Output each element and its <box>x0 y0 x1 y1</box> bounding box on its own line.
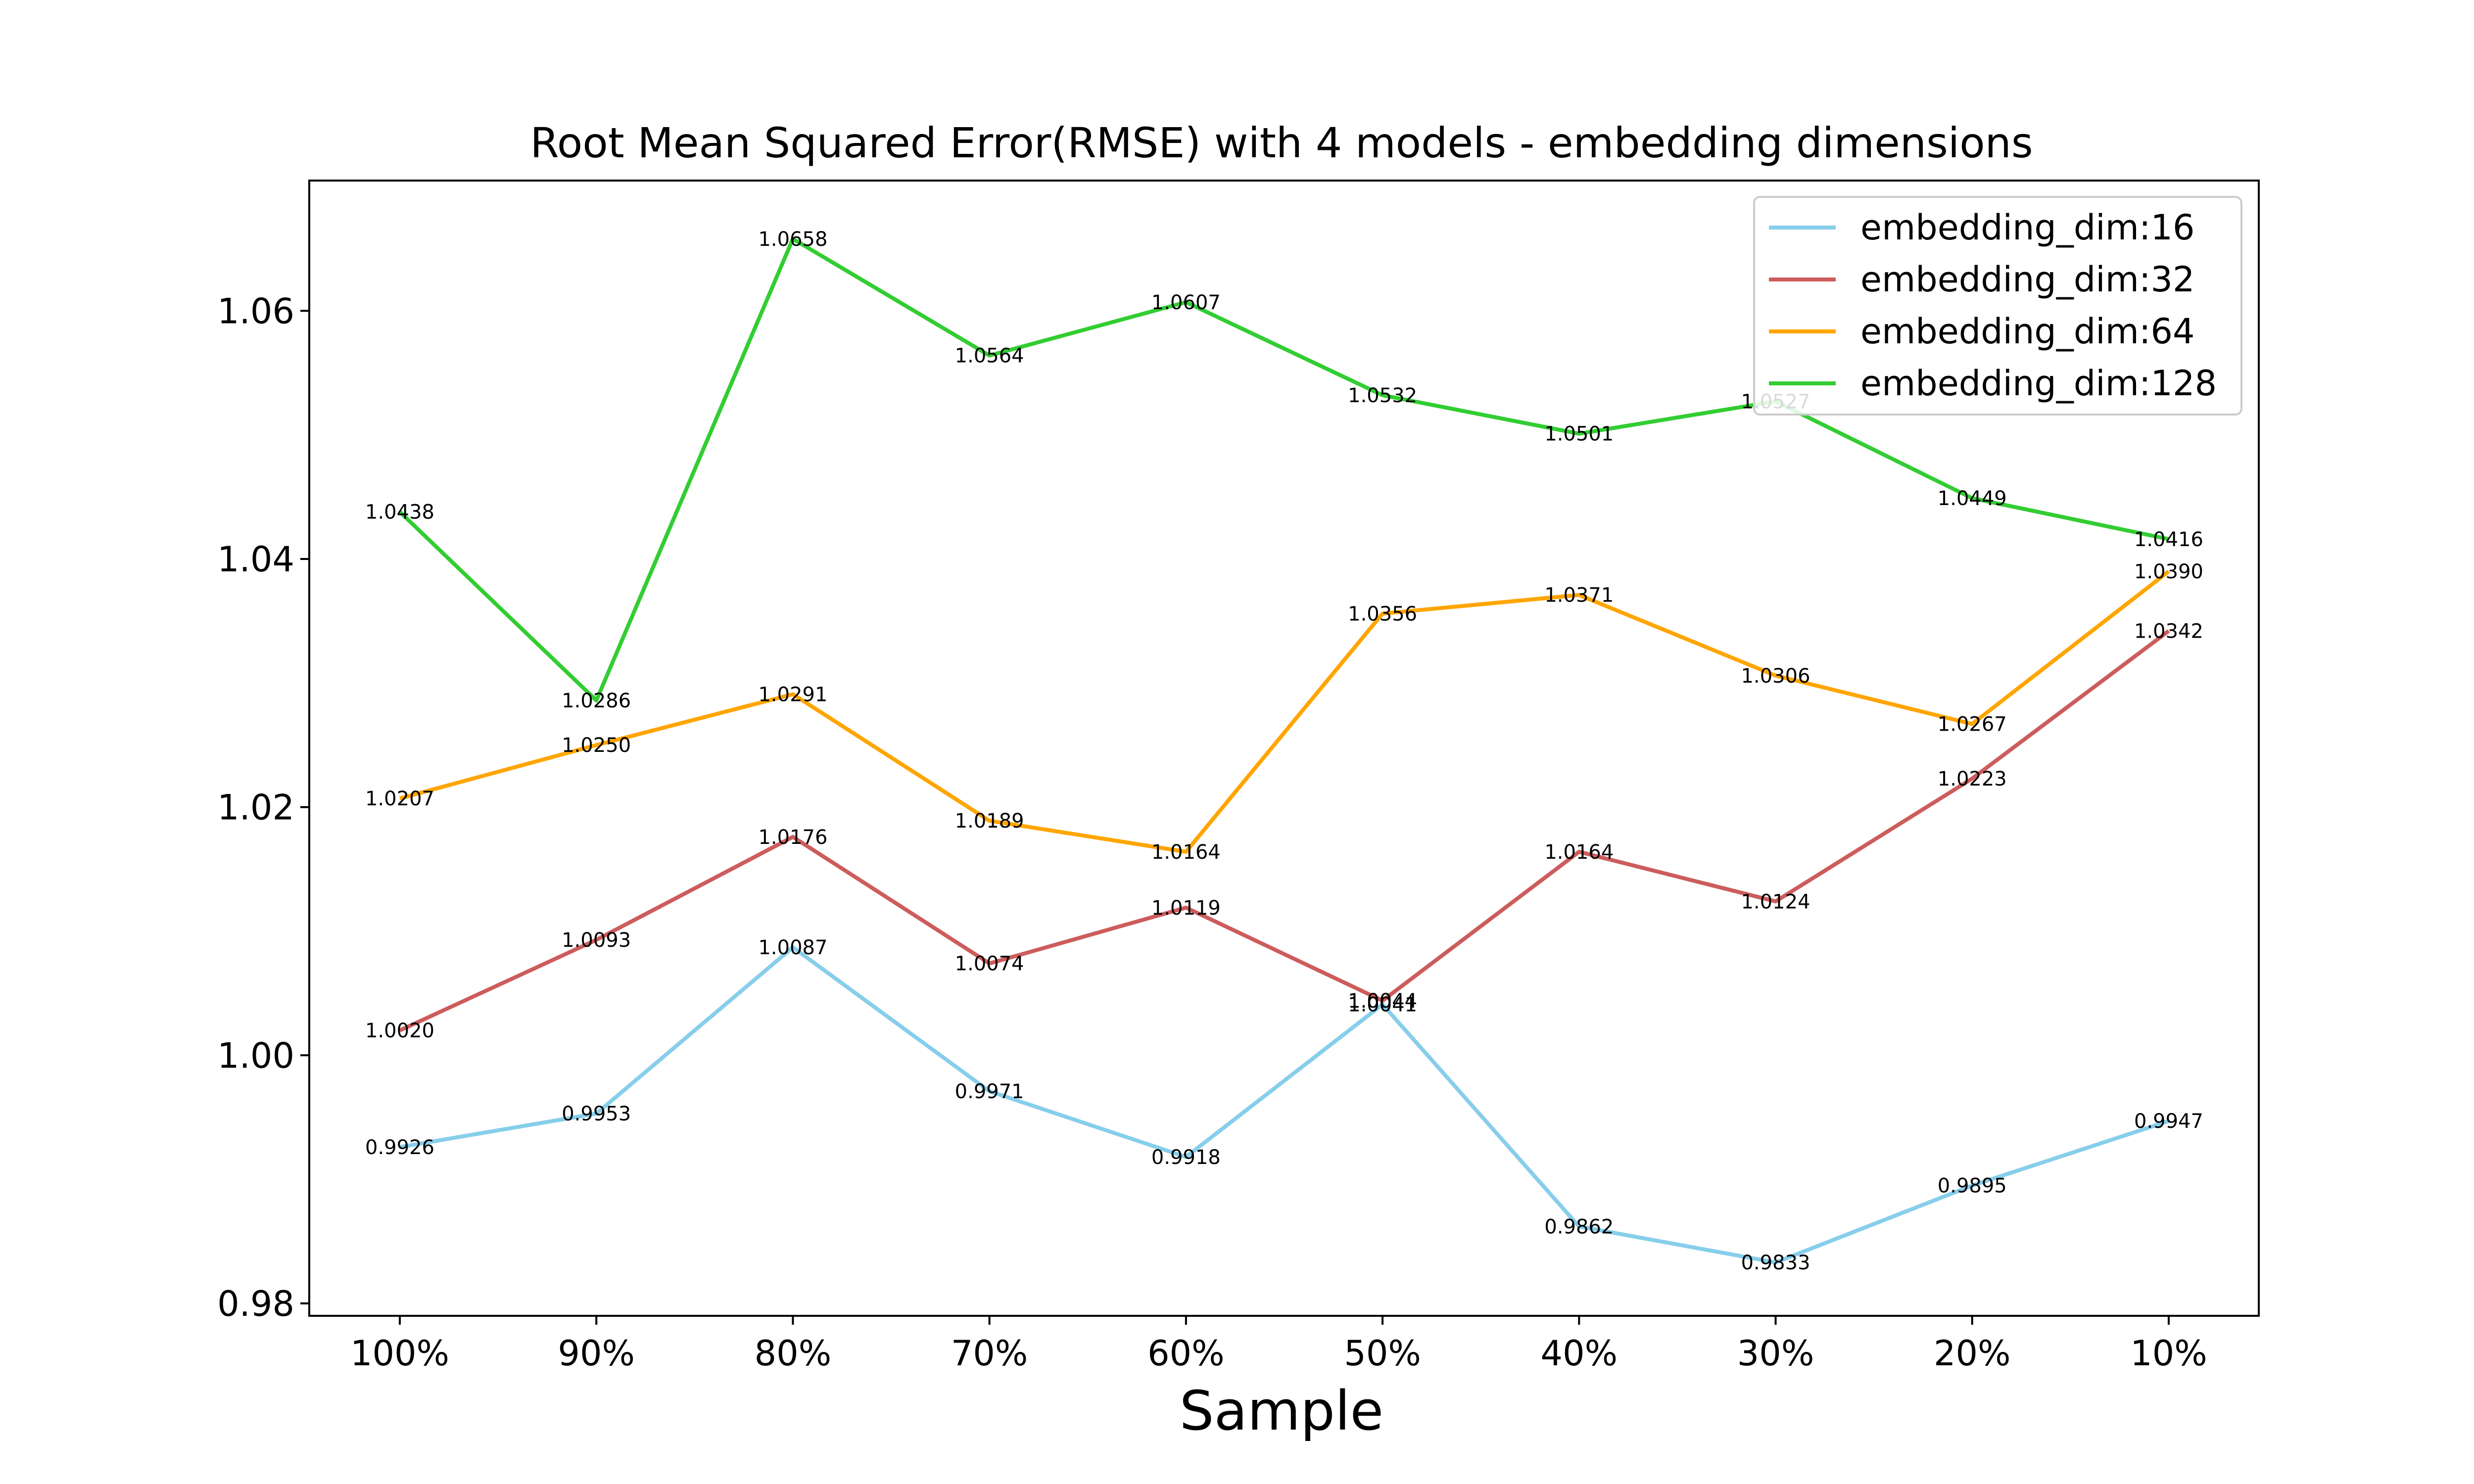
data-label: 1.0371 <box>1544 584 1614 607</box>
legend-entry-label: embedding_dim:64 <box>1860 311 2195 352</box>
series-line-2 <box>399 569 2170 854</box>
data-label: 1.0164 <box>1151 841 1221 864</box>
data-label: 1.0074 <box>955 953 1024 975</box>
data-label: 1.0119 <box>1151 897 1221 920</box>
data-label: 0.9926 <box>365 1136 434 1159</box>
y-tick-label: 1.04 <box>217 539 294 580</box>
data-label: 0.9953 <box>562 1103 631 1125</box>
data-label: 0.9918 <box>1151 1146 1221 1169</box>
data-label: 1.0390 <box>2134 560 2203 583</box>
x-axis-label: Sample <box>1180 1379 1383 1442</box>
data-label: 1.0087 <box>758 936 827 959</box>
series-line-1 <box>399 629 2170 1032</box>
data-label: 1.0532 <box>1348 384 1417 407</box>
x-tick-label: 20% <box>1934 1333 2011 1374</box>
data-label: 1.0223 <box>1938 768 2007 790</box>
data-label: 1.0449 <box>1938 487 2007 510</box>
data-label: 1.0041 <box>1348 993 1417 1016</box>
legend-entry-label: embedding_dim:32 <box>1860 259 2195 300</box>
data-label: 0.9971 <box>955 1080 1024 1103</box>
legend: embedding_dim:16 embedding_dim:32 embeddin… <box>1753 196 2242 416</box>
data-label: 1.0267 <box>1938 713 2007 736</box>
data-label: 1.0207 <box>365 788 434 810</box>
data-label: 1.0250 <box>562 734 631 757</box>
plot-area-frame <box>308 180 2260 1317</box>
chart-title: Root Mean Squared Error(RMSE) with 4 mod… <box>530 119 2033 167</box>
data-labels: 0.9926 0.9953 1.0087 0.9971 0.9918 1.0041 0.98… <box>365 228 2203 1274</box>
series-lines <box>398 236 2170 1265</box>
data-label: 1.0501 <box>1544 423 1614 446</box>
data-label: 1.0093 <box>562 929 631 952</box>
data-label: 1.0438 <box>365 501 434 524</box>
data-label: 1.0176 <box>758 826 827 849</box>
x-tick-label: 100% <box>350 1333 449 1374</box>
data-label: 1.0189 <box>955 810 1024 833</box>
x-tick-label: 80% <box>755 1333 832 1374</box>
x-tick-label: 10% <box>2130 1333 2207 1374</box>
x-tick-label: 30% <box>1737 1333 1814 1374</box>
x-tick-label: 70% <box>951 1333 1028 1374</box>
data-label: 0.9895 <box>1938 1175 2007 1198</box>
x-axis: 100% 90% 80% 70% 60% 50% 40% 30% 20% 10% <box>350 1316 2207 1374</box>
series-line-3 <box>398 236 2169 702</box>
y-tick-label: 0.98 <box>217 1284 294 1324</box>
x-tick-label: 60% <box>1147 1333 1225 1374</box>
data-label: 1.0020 <box>365 1020 434 1042</box>
data-label: 1.0607 <box>1151 291 1221 314</box>
data-label: 0.9862 <box>1544 1215 1614 1238</box>
data-label: 1.0306 <box>1741 665 1810 688</box>
data-label: 1.0658 <box>758 228 827 251</box>
data-label: 1.0044 <box>1348 990 1417 1013</box>
series-line-0 <box>399 945 2170 1265</box>
data-label: 1.0164 <box>1544 841 1614 864</box>
y-tick-label: 1.00 <box>217 1035 294 1076</box>
legend-entry-label: embedding_dim:16 <box>1860 207 2195 248</box>
y-axis: 0.98 1.00 1.02 1.04 1.06 <box>217 291 309 1324</box>
data-label: 0.9947 <box>2134 1110 2203 1133</box>
data-label: 1.0286 <box>562 690 631 712</box>
x-tick-label: 90% <box>558 1333 635 1374</box>
y-tick-label: 1.02 <box>217 788 294 828</box>
legend-entry-label: embedding_dim:128 <box>1860 363 2217 404</box>
data-label: 1.0564 <box>955 345 1024 368</box>
data-label: 0.9833 <box>1741 1252 1810 1274</box>
data-label: 1.0416 <box>2134 528 2203 551</box>
x-tick-label: 50% <box>1344 1333 1421 1374</box>
data-label: 1.0342 <box>2134 620 2203 643</box>
data-label: 1.0291 <box>758 683 827 706</box>
data-label: 1.0124 <box>1741 890 1810 913</box>
legend-box <box>1753 196 2242 416</box>
y-tick-label: 1.06 <box>217 291 294 331</box>
data-label: 1.0356 <box>1348 603 1417 625</box>
x-tick-label: 40% <box>1541 1333 1618 1374</box>
